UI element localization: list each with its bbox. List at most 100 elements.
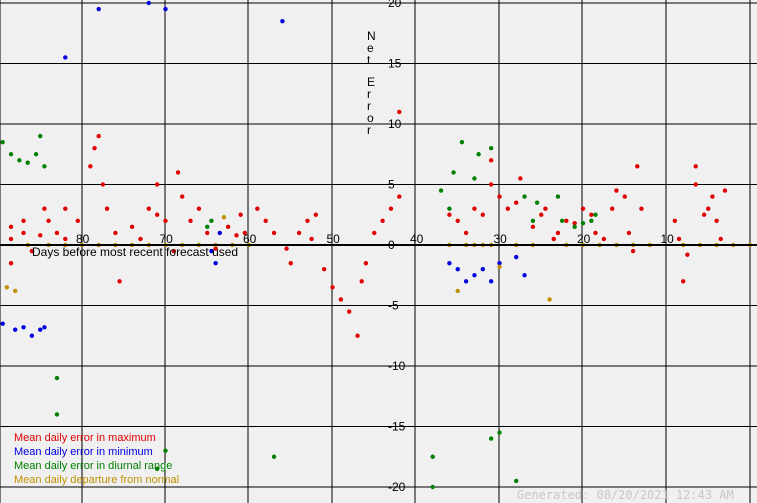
data-point bbox=[63, 55, 68, 60]
data-point bbox=[610, 206, 615, 211]
data-point bbox=[706, 206, 711, 211]
y-tick-label: -15 bbox=[388, 420, 406, 434]
data-point bbox=[589, 212, 594, 217]
data-point bbox=[38, 233, 43, 238]
data-point bbox=[530, 218, 536, 223]
data-point bbox=[488, 182, 494, 187]
data-point bbox=[593, 230, 598, 236]
data-point bbox=[42, 164, 47, 169]
data-point bbox=[685, 252, 690, 257]
data-point bbox=[522, 194, 527, 199]
data-point bbox=[626, 230, 632, 236]
data-point bbox=[459, 139, 465, 145]
data-point bbox=[209, 218, 214, 223]
data-point bbox=[88, 164, 93, 169]
data-point bbox=[480, 267, 485, 272]
data-point bbox=[138, 236, 143, 242]
data-point bbox=[718, 236, 723, 242]
y-axis-label-char: e bbox=[367, 41, 374, 55]
data-point bbox=[505, 206, 511, 211]
data-point bbox=[589, 218, 594, 223]
data-point bbox=[96, 6, 101, 12]
data-point bbox=[480, 212, 485, 217]
legend: Mean daily error in maximum Mean daily e… bbox=[14, 432, 179, 486]
data-point bbox=[388, 206, 394, 211]
y-tick-label: 5 bbox=[388, 178, 395, 192]
data-point bbox=[8, 224, 14, 230]
data-point bbox=[54, 412, 60, 417]
data-point bbox=[580, 221, 586, 226]
data-point bbox=[29, 248, 35, 254]
data-point bbox=[693, 182, 698, 187]
data-point bbox=[309, 236, 314, 242]
data-point bbox=[205, 224, 210, 230]
data-point bbox=[514, 478, 519, 484]
data-point bbox=[146, 206, 151, 211]
data-point bbox=[21, 218, 26, 223]
data-point bbox=[96, 133, 101, 139]
y-tick-label: 0 bbox=[388, 238, 395, 252]
data-point bbox=[676, 236, 682, 242]
data-point bbox=[539, 212, 544, 217]
data-point bbox=[284, 246, 289, 251]
y-tick-label: 10 bbox=[388, 117, 402, 131]
data-point bbox=[380, 218, 385, 223]
data-point bbox=[455, 218, 460, 223]
data-point bbox=[530, 224, 536, 230]
data-point bbox=[213, 246, 218, 251]
data-point bbox=[497, 264, 502, 269]
data-point bbox=[622, 194, 627, 199]
x-tick-label: 10 bbox=[661, 232, 675, 246]
data-point bbox=[113, 230, 118, 236]
data-point bbox=[13, 288, 18, 294]
series-1 bbox=[0, 0, 527, 338]
data-point bbox=[693, 164, 698, 169]
y-axis-label-char: r bbox=[367, 99, 371, 113]
x-tick-label: 80 bbox=[76, 232, 90, 246]
data-point bbox=[171, 248, 177, 254]
data-point bbox=[313, 212, 318, 217]
x-axis-label: Days before most recent forecast used bbox=[32, 245, 238, 259]
x-tick-label: 20 bbox=[577, 232, 591, 246]
data-point bbox=[296, 230, 302, 236]
data-point bbox=[196, 206, 202, 211]
data-point bbox=[330, 285, 335, 290]
series-0 bbox=[8, 109, 728, 338]
data-point bbox=[234, 233, 239, 238]
data-point bbox=[100, 182, 106, 187]
data-point bbox=[338, 297, 344, 302]
data-point bbox=[163, 6, 168, 12]
y-axis-label-char: r bbox=[367, 87, 371, 101]
data-point bbox=[280, 18, 285, 24]
data-point bbox=[54, 230, 60, 236]
data-point bbox=[397, 194, 402, 199]
data-point bbox=[175, 170, 181, 175]
data-point bbox=[463, 279, 469, 284]
data-point bbox=[321, 267, 327, 272]
data-point bbox=[225, 224, 231, 230]
y-tick-label: -10 bbox=[388, 359, 406, 373]
data-point bbox=[8, 152, 14, 157]
data-point bbox=[447, 212, 452, 217]
data-point bbox=[397, 109, 402, 115]
legend-min: Mean daily error in minimum bbox=[14, 446, 153, 458]
data-point bbox=[455, 288, 460, 294]
data-point bbox=[17, 158, 22, 163]
x-tick-label: 50 bbox=[327, 232, 341, 246]
data-point bbox=[614, 188, 619, 193]
y-tick-labels: 20 15 10 5 0 -5 -10 -15 -20 bbox=[388, 0, 406, 494]
data-point bbox=[54, 375, 60, 381]
data-point bbox=[710, 194, 715, 199]
data-point bbox=[447, 260, 452, 266]
data-point bbox=[451, 170, 456, 175]
data-point bbox=[163, 218, 168, 223]
y-tick-label: -5 bbox=[388, 299, 399, 313]
data-point bbox=[213, 260, 218, 266]
data-point bbox=[0, 321, 5, 326]
data-point bbox=[363, 260, 369, 266]
data-point bbox=[497, 430, 502, 435]
data-point bbox=[488, 146, 494, 151]
data-point bbox=[372, 230, 377, 236]
data-point bbox=[154, 466, 160, 472]
